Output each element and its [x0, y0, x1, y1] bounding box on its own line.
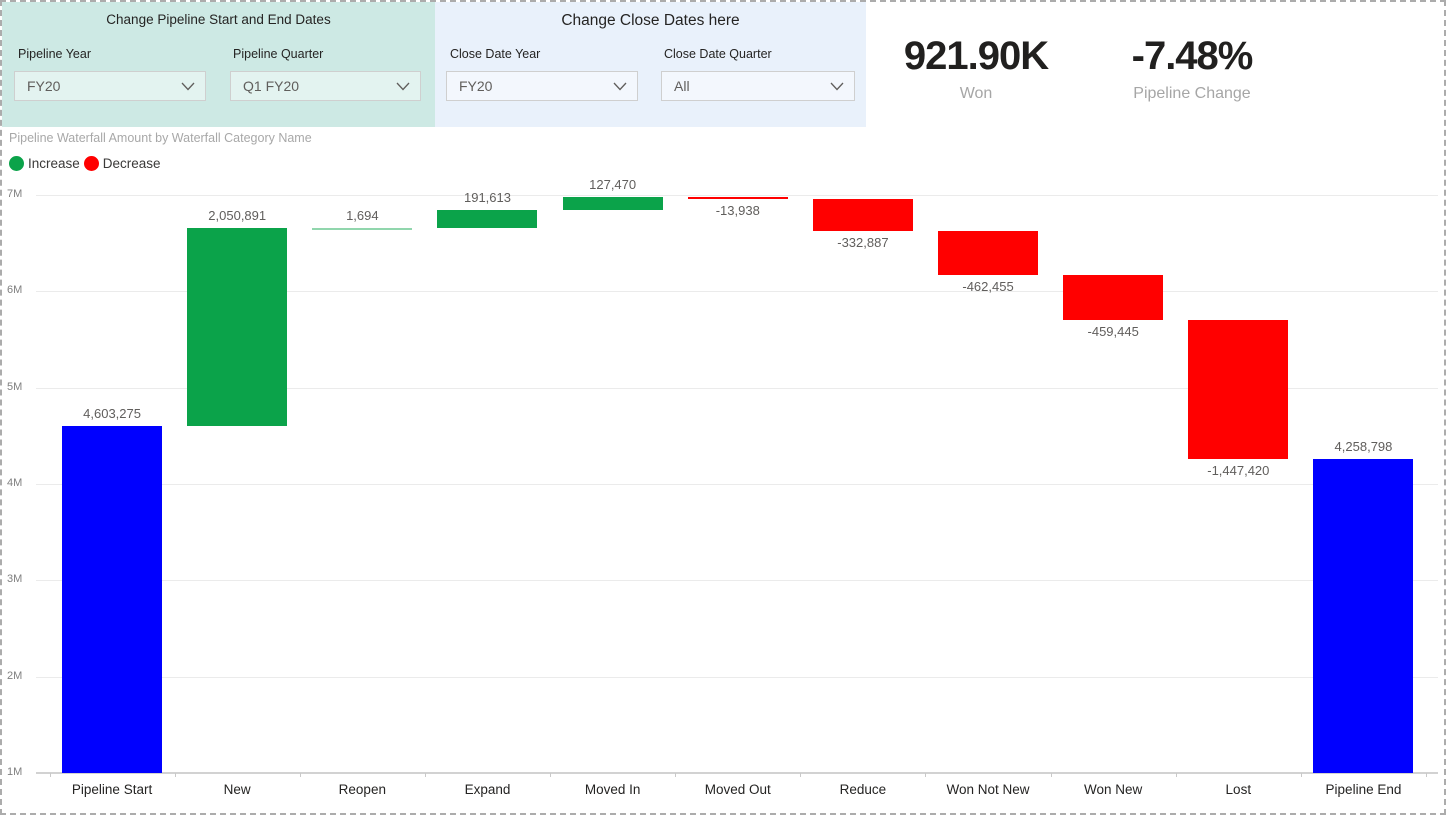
x-axis-tick: [299, 773, 301, 777]
chevron-down-icon: [396, 82, 410, 90]
chart-title: Pipeline Waterfall Amount by Waterfall C…: [9, 131, 312, 145]
close-year-value: FY20: [459, 78, 493, 94]
waterfall-bar-won-new[interactable]: [1063, 275, 1164, 320]
chevron-down-icon: [181, 82, 195, 90]
x-axis-tick: [174, 773, 176, 777]
x-axis-label-reopen: Reopen: [338, 782, 386, 797]
close-panel-title: Change Close Dates here: [561, 12, 740, 29]
data-label-moved-out: -13,938: [715, 203, 760, 219]
close-dates-panel: Change Close Dates here Close Date Year …: [435, 2, 866, 127]
x-axis-tick: [49, 773, 51, 777]
x-axis-label-moved-in: Moved In: [584, 782, 641, 797]
y-axis-label-2M: 2M: [7, 669, 23, 682]
waterfall-bar-expand[interactable]: [437, 209, 538, 229]
data-label-new: 2,050,891: [208, 208, 267, 224]
pipeline-dates-panel: Change Pipeline Start and End Dates Pipe…: [2, 2, 435, 127]
data-label-moved-in: 127,470: [589, 177, 637, 193]
kpi-pipeline-change-value: -7.48%: [1131, 34, 1254, 78]
kpi-won-label: Won: [959, 85, 993, 102]
x-axis-tick: [925, 773, 927, 777]
x-axis-label-moved-out: Moved Out: [704, 782, 771, 797]
gridline-4M: [36, 484, 1438, 485]
waterfall-bar-reduce[interactable]: [812, 198, 913, 231]
close-year-dropdown[interactable]: FY20: [446, 71, 638, 101]
gridline-2M: [36, 676, 1438, 678]
kpi-pipeline-change-card: -7.48% Pipeline Change: [1084, 33, 1300, 103]
y-axis-label-4M: 4M: [7, 477, 23, 489]
data-label-expand: 191,613: [463, 189, 511, 205]
waterfall-bar-lost[interactable]: [1188, 319, 1289, 460]
legend-decrease-label: Decrease: [102, 155, 161, 171]
x-axis-tick: [1426, 773, 1428, 777]
close-quarter-dropdown[interactable]: All: [661, 71, 855, 101]
x-axis-label-lost: Lost: [1225, 782, 1252, 797]
y-axis-label-7M: 7M: [7, 188, 23, 200]
x-axis-label-won-new: Won New: [1084, 782, 1143, 797]
kpi-pipeline-change-label: Pipeline Change: [1133, 85, 1251, 102]
legend-increase-label: Increase: [28, 155, 80, 171]
waterfall-bar-moved-out[interactable]: [687, 197, 788, 200]
chart-legend: Increase Decrease: [9, 153, 165, 173]
y-axis-label-6M: 6M: [7, 284, 23, 297]
data-label-pipeline-start: 4,603,275: [83, 405, 141, 421]
pipeline-quarter-dropdown[interactable]: Q1 FY20: [230, 71, 421, 101]
data-label-reduce: -332,887: [837, 234, 889, 250]
y-axis-label-1M: 1M: [7, 766, 23, 778]
kpi-won-value: 921.90K: [903, 34, 1049, 78]
x-axis-line: [36, 772, 1438, 774]
x-axis-tick: [800, 773, 802, 777]
chevron-down-icon: [830, 82, 844, 90]
x-axis-tick: [1300, 773, 1302, 777]
waterfall-bar-new[interactable]: [187, 228, 288, 426]
waterfall-bar-won-not-new[interactable]: [938, 230, 1039, 276]
waterfall-bar-pipeline-end[interactable]: [1313, 459, 1414, 773]
x-axis-label-won-not-new: Won Not New: [946, 782, 1030, 797]
kpi-won-card: 921.90K Won: [868, 33, 1084, 103]
pipeline-quarter-value: Q1 FY20: [243, 78, 300, 94]
x-axis-label-pipeline-start: Pipeline Start: [71, 782, 153, 797]
data-label-won-new: -459,445: [1087, 323, 1139, 339]
data-label-reopen: 1,694: [346, 208, 379, 224]
x-axis-label-expand: Expand: [464, 782, 511, 797]
gridline-3M: [36, 580, 1438, 582]
y-axis-label-3M: 3M: [7, 573, 23, 586]
data-label-won-not-new: -462,455: [962, 279, 1014, 295]
pipeline-year-value: FY20: [27, 78, 61, 94]
x-axis-tick: [675, 773, 677, 777]
increase-swatch-icon: [9, 155, 24, 171]
close-year-label: Close Date Year: [450, 47, 541, 61]
x-axis-tick: [550, 773, 552, 777]
pipeline-year-label: Pipeline Year: [18, 47, 91, 61]
gridline-7M: [36, 195, 1438, 196]
legend-item-decrease[interactable]: Decrease: [83, 155, 161, 171]
chevron-down-icon: [613, 82, 627, 90]
waterfall-bar-reopen[interactable]: [312, 228, 413, 231]
x-axis-tick: [1175, 773, 1177, 777]
close-quarter-label: Close Date Quarter: [664, 47, 772, 61]
y-axis-label-5M: 5M: [7, 380, 23, 393]
waterfall-bar-pipeline-start[interactable]: [62, 425, 163, 773]
x-axis-tick: [424, 773, 426, 777]
decrease-swatch-icon: [83, 155, 99, 171]
gridline-6M: [36, 291, 1438, 293]
x-axis-tick: [1050, 773, 1052, 777]
x-axis-label-new: New: [223, 782, 251, 797]
pipeline-year-dropdown[interactable]: FY20: [14, 71, 206, 101]
pipeline-quarter-label: Pipeline Quarter: [233, 47, 324, 61]
data-label-lost: -1,447,420: [1207, 463, 1270, 479]
pipeline-panel-title: Change Pipeline Start and End Dates: [106, 12, 331, 27]
data-label-pipeline-end: 4,258,798: [1334, 439, 1393, 455]
waterfall-bar-moved-in[interactable]: [562, 197, 663, 210]
x-axis-label-reduce: Reduce: [839, 782, 887, 797]
x-axis-label-pipeline-end: Pipeline End: [1325, 782, 1402, 797]
close-quarter-value: All: [674, 78, 690, 94]
gridline-5M: [36, 387, 1438, 389]
legend-item-increase[interactable]: Increase: [9, 155, 80, 171]
